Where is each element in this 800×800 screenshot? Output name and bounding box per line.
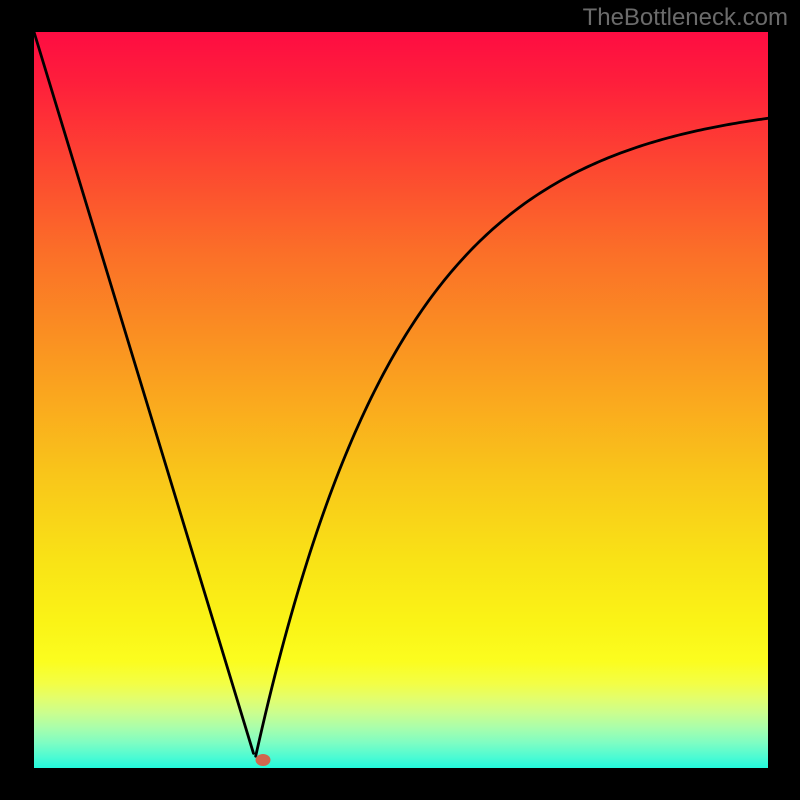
minimum-marker [256, 754, 271, 766]
chart-frame: TheBottleneck.com [0, 0, 800, 800]
bottleneck-curve [34, 32, 768, 768]
watermark-text: TheBottleneck.com [583, 4, 788, 32]
curve-path [34, 32, 768, 756]
plot-area [34, 32, 768, 768]
